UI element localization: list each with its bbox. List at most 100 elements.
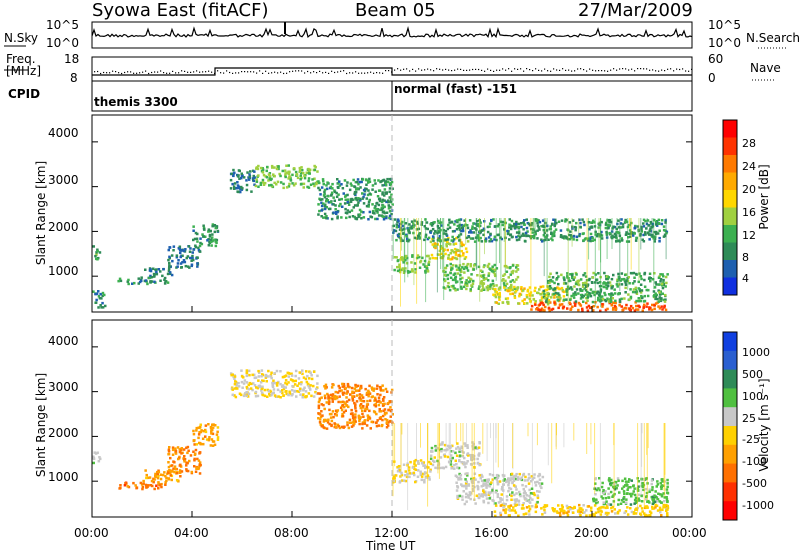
power-data-cell [659, 278, 663, 281]
power-data-cell [365, 204, 369, 208]
power-data-cell [390, 193, 393, 196]
velocity-data-cell [299, 393, 302, 396]
power-data-cell [525, 218, 528, 221]
velocity-data-cell [507, 481, 511, 484]
power-data-cell [656, 297, 659, 301]
velocity-cbtick-4: -25 [742, 433, 760, 446]
velocity-data-cell [523, 479, 527, 482]
velocity-data-cell [455, 489, 459, 492]
power-data-cell [459, 218, 463, 221]
velocity-data-cell [479, 494, 483, 498]
power-data-cell [447, 236, 450, 240]
velocity-data-cell [500, 493, 503, 496]
velocity-data-cell [528, 507, 532, 511]
nave-dot [649, 69, 651, 71]
nave-dot [97, 70, 99, 73]
power-data-cell [534, 300, 537, 303]
velocity-data-cell [258, 385, 262, 389]
velocity-data-cell [261, 391, 264, 395]
power-data-cell [457, 266, 461, 270]
power-data-cell [299, 174, 302, 178]
power-data-cell [427, 236, 431, 240]
velocity-data-cell [381, 414, 385, 418]
power-data-cell [455, 265, 458, 268]
power-data-cell [511, 288, 515, 292]
power-data-cell [610, 284, 613, 287]
velocity-data-cell [251, 388, 254, 392]
nave-dot [640, 68, 642, 70]
power-data-cell [619, 226, 623, 229]
power-data-cell [429, 231, 432, 234]
power-data-cell [629, 288, 632, 291]
velocity-data-cell [279, 396, 282, 399]
velocity-data-cell [378, 385, 382, 389]
velocity-data-cell [434, 449, 438, 452]
velocity-data-cell [287, 381, 290, 384]
nave-dot [532, 70, 534, 72]
velocity-data-cell [665, 488, 669, 491]
velocity-data-cell [289, 378, 293, 381]
nave-dot [463, 69, 465, 71]
power-data-cell [346, 209, 350, 212]
power-data-cell [414, 268, 417, 271]
velocity-data-cell [359, 387, 362, 390]
power-data-cell [333, 190, 337, 194]
power-data-cell [582, 239, 585, 242]
power-data-cell [604, 223, 608, 226]
power-data-cell [337, 193, 340, 196]
velocity-data-cell [514, 474, 517, 478]
power-data-cell [97, 306, 100, 309]
power-data-cell [209, 238, 212, 241]
power-data-cell [507, 289, 510, 293]
power-data-cell [534, 303, 537, 306]
power-data-cell [523, 298, 526, 301]
power-data-cell [553, 301, 556, 304]
velocity-data-cell [305, 370, 308, 373]
power-data-cell [368, 198, 371, 202]
velocity-data-cell [483, 479, 486, 482]
velocity-data-cell [307, 384, 310, 388]
velocity-data-cell [643, 506, 647, 510]
power-data-cell [562, 276, 566, 279]
velocity-data-cell [275, 369, 279, 373]
power-data-cell [336, 178, 339, 181]
power-data-cell [559, 296, 562, 300]
nave-dot [484, 70, 486, 72]
power-data-cell [592, 305, 595, 308]
power-data-cell [404, 254, 408, 258]
power-data-cell [509, 227, 513, 231]
velocity-data-cell [666, 506, 670, 510]
nave-dot [502, 68, 504, 70]
velocity-data-cell [334, 425, 338, 429]
power-data-cell [635, 308, 638, 311]
power-data-cell [385, 215, 388, 218]
velocity-data-cell [637, 497, 640, 500]
velocity-data-cell [338, 386, 341, 390]
power-data-cell [653, 218, 656, 222]
power-data-cell [434, 244, 437, 248]
velocity-data-cell [512, 484, 516, 487]
velocity-data-cell [263, 388, 266, 392]
power-data-cell [417, 234, 420, 238]
power-data-cell [513, 287, 516, 290]
power-data-cell [325, 206, 328, 209]
velocity-data-cell [324, 387, 327, 390]
velocity-data-cell [637, 480, 640, 483]
power-colorbar-swatch [723, 242, 737, 261]
power-data-cell [295, 173, 299, 177]
velocity-data-cell [594, 493, 597, 496]
power-data-cell [540, 297, 544, 300]
velocity-data-cell [305, 380, 309, 384]
velocity-data-cell [633, 493, 637, 497]
power-data-cell [381, 179, 385, 182]
power-data-cell [658, 291, 661, 294]
power-data-cell [612, 301, 615, 304]
nave-dot [202, 71, 204, 73]
velocity-data-cell [156, 472, 159, 476]
velocity-data-cell [302, 376, 306, 379]
velocity-data-cell [409, 460, 412, 464]
power-data-cell [351, 215, 355, 218]
velocity-data-cell [336, 423, 340, 427]
velocity-data-cell [257, 379, 260, 382]
velocity-data-cell [494, 476, 497, 480]
